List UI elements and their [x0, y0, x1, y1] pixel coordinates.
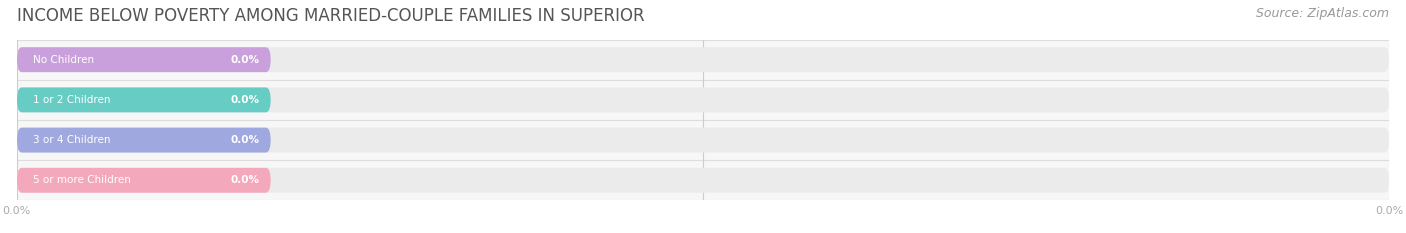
Text: 0.0%: 0.0%: [231, 55, 260, 65]
Text: 5 or more Children: 5 or more Children: [34, 175, 131, 185]
FancyBboxPatch shape: [17, 128, 1389, 153]
FancyBboxPatch shape: [17, 168, 271, 193]
Text: 3 or 4 Children: 3 or 4 Children: [34, 135, 111, 145]
FancyBboxPatch shape: [17, 87, 271, 112]
Text: 0.0%: 0.0%: [231, 175, 260, 185]
FancyBboxPatch shape: [17, 47, 1389, 72]
Text: 1 or 2 Children: 1 or 2 Children: [34, 95, 111, 105]
FancyBboxPatch shape: [17, 87, 1389, 112]
Text: 0.0%: 0.0%: [231, 95, 260, 105]
Text: No Children: No Children: [34, 55, 94, 65]
FancyBboxPatch shape: [17, 168, 1389, 193]
FancyBboxPatch shape: [17, 47, 271, 72]
FancyBboxPatch shape: [17, 128, 271, 153]
Text: Source: ZipAtlas.com: Source: ZipAtlas.com: [1256, 7, 1389, 20]
Text: INCOME BELOW POVERTY AMONG MARRIED-COUPLE FAMILIES IN SUPERIOR: INCOME BELOW POVERTY AMONG MARRIED-COUPL…: [17, 7, 644, 25]
Text: 0.0%: 0.0%: [231, 135, 260, 145]
